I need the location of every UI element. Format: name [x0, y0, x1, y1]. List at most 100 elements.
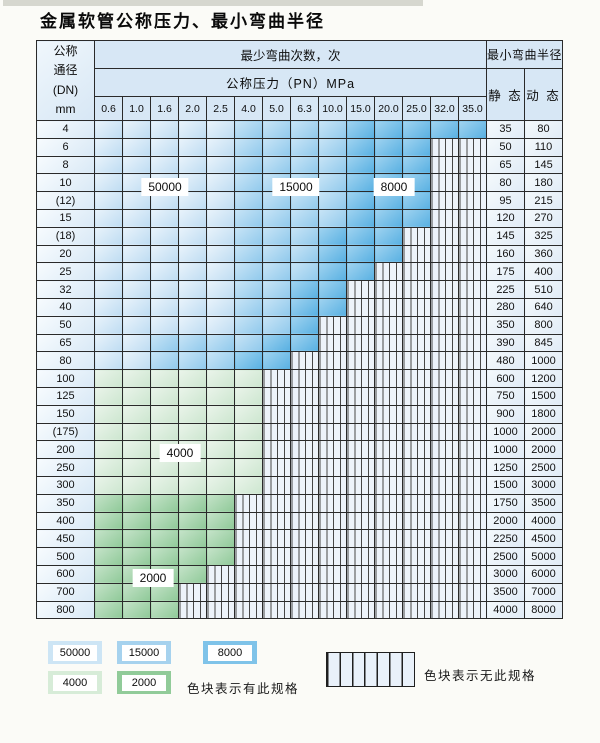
cycle-cell-none: [458, 191, 487, 210]
cycle-cell-none: [402, 475, 431, 495]
pressure-value-header: 1.0: [122, 96, 151, 121]
legend-block-8000: 8000: [203, 641, 257, 664]
static-value-cell: 80: [486, 173, 525, 193]
cycle-cell-8000: [318, 297, 347, 317]
cycle-cell-none: [206, 564, 235, 584]
dn-cell: 25: [36, 262, 95, 282]
cycle-cell-2000: [150, 511, 179, 531]
cycle-cell-none: [178, 600, 207, 620]
cycle-cell-none: [262, 493, 291, 513]
cycle-cell-none: [430, 244, 459, 264]
cycle-cell-4000: [94, 440, 123, 460]
cycle-cell-15000: [150, 333, 179, 353]
cycle-cell-none: [234, 547, 263, 566]
cycle-cell-15000: [290, 226, 319, 246]
cycle-cell-8000: [402, 120, 431, 139]
cycle-cell-none: [430, 547, 459, 566]
spec-table: 公称 通径 (DN) mm 最少弯曲次数，次 最小弯曲半径 公称压力（PN）MPa 静 态动 …: [36, 40, 564, 620]
legend-block-50000: 50000: [48, 641, 102, 664]
dynamic-value-cell: 510: [523, 280, 564, 299]
cycle-cell-2000: [150, 547, 179, 566]
cycle-cell-50000: [150, 262, 179, 282]
cycle-cell-15000: [290, 244, 319, 264]
cycle-cell-50000: [178, 155, 207, 175]
cycle-cell-none: [402, 422, 431, 442]
cycle-cell-none: [430, 369, 459, 388]
cycle-cell-none: [346, 404, 375, 424]
cycle-cell-4000: [178, 404, 207, 424]
cycle-cell-none: [374, 582, 403, 602]
cycle-cell-none: [374, 511, 403, 531]
cycle-cell-none: [318, 475, 347, 495]
cycle-cell-2000: [178, 511, 207, 531]
cycle-cell-none: [374, 547, 403, 566]
cycle-cell-none: [458, 547, 487, 566]
cycle-cell-50000: [150, 208, 179, 228]
cycle-cell-none: [206, 600, 235, 620]
cycle-cell-none: [458, 369, 487, 388]
cycle-cell-50000: [122, 262, 151, 282]
cycle-cell-none: [290, 529, 319, 549]
pressure-value-header: 1.6: [150, 96, 179, 121]
cycle-cell-2000: [94, 564, 123, 584]
cycle-cell-15000: [290, 262, 319, 282]
region-label-4000: 4000: [159, 444, 201, 462]
cycle-cell-none: [402, 529, 431, 549]
cycle-cell-none: [402, 297, 431, 317]
cycle-cell-2000: [150, 493, 179, 513]
dn-cell: 32: [36, 280, 95, 299]
cycle-cell-none: [402, 564, 431, 584]
cycle-cell-8000: [374, 137, 403, 157]
dynamic-value-cell: 1800: [523, 404, 564, 424]
cycle-cell-none: [318, 422, 347, 442]
cycle-cell-none: [402, 315, 431, 335]
cycle-cell-none: [346, 600, 375, 620]
cycle-cell-50000: [122, 244, 151, 264]
cycle-cell-4000: [178, 422, 207, 442]
cycle-cell-none: [346, 315, 375, 335]
cycle-cell-none: [262, 600, 291, 620]
legend-label-15000: 15000: [122, 644, 166, 661]
cycle-cell-none: [374, 564, 403, 584]
cycle-cell-none: [402, 511, 431, 531]
dynamic-value-cell: 400: [523, 262, 564, 282]
cycle-cell-none: [290, 351, 319, 371]
static-value-cell: 2000: [486, 511, 525, 531]
cycle-cell-none: [402, 226, 431, 246]
cycle-cell-none: [346, 547, 375, 566]
table-row: 20 160 360: [36, 244, 564, 264]
cycle-cell-8000: [374, 155, 403, 175]
dn-cell: (18): [36, 226, 95, 246]
cycle-cell-none: [374, 529, 403, 549]
cycle-cell-4000: [122, 386, 151, 406]
cycle-cell-none: [290, 422, 319, 442]
cycle-cell-none: [402, 244, 431, 264]
cycle-cell-15000: [234, 191, 263, 210]
static-value-cell: 480: [486, 351, 525, 371]
cycle-cell-50000: [122, 333, 151, 353]
cycle-cell-8000: [346, 226, 375, 246]
cycle-cell-none: [290, 475, 319, 495]
cycle-cell-2000: [122, 529, 151, 549]
pressure-value-header: 20.0: [374, 96, 403, 121]
static-value-cell: 390: [486, 333, 525, 353]
static-value-cell: 95: [486, 191, 525, 210]
cycle-cell-4000: [150, 369, 179, 388]
cycle-cell-4000: [150, 422, 179, 442]
cycle-cell-50000: [206, 155, 235, 175]
dn-cell: 600: [36, 564, 95, 584]
dynamic-value-cell: 80: [523, 120, 564, 139]
cycle-cell-50000: [150, 315, 179, 335]
dynamic-value-cell: 5000: [523, 547, 564, 566]
cycle-cell-50000: [206, 137, 235, 157]
legend-label-4000: 4000: [53, 674, 97, 691]
cycle-cell-8000: [374, 244, 403, 264]
cycle-cell-none: [290, 386, 319, 406]
cycle-cell-50000: [178, 226, 207, 246]
cycle-cell-50000: [178, 280, 207, 299]
cycle-cell-8000: [402, 155, 431, 175]
cycle-cell-none: [374, 386, 403, 406]
cycle-cell-2000: [122, 600, 151, 620]
cycle-cell-none: [430, 351, 459, 371]
dn-cell: (12): [36, 191, 95, 210]
